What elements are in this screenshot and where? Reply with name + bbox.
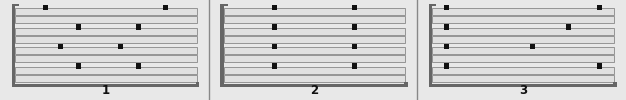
Bar <box>429 4 436 6</box>
Bar <box>433 75 614 82</box>
Bar <box>15 47 197 54</box>
Bar <box>163 5 168 10</box>
Bar <box>220 4 228 6</box>
Bar <box>223 16 405 23</box>
Bar <box>223 28 405 35</box>
Bar <box>272 63 277 69</box>
Bar <box>11 84 199 86</box>
Bar <box>444 24 449 30</box>
Bar <box>136 24 141 30</box>
Bar <box>566 24 571 30</box>
Bar <box>352 5 357 10</box>
Text: 2: 2 <box>310 84 319 97</box>
Bar <box>223 47 405 54</box>
Bar <box>223 36 405 43</box>
Bar <box>433 8 614 15</box>
Bar <box>433 55 614 62</box>
Bar <box>15 16 197 23</box>
Bar <box>433 47 614 54</box>
Bar <box>352 24 357 30</box>
Bar <box>118 44 123 50</box>
Bar <box>433 16 614 23</box>
Bar <box>196 82 199 86</box>
Bar <box>220 6 223 84</box>
Bar <box>15 8 197 15</box>
Bar <box>43 5 48 10</box>
Bar <box>11 6 15 84</box>
Text: 3: 3 <box>519 84 527 97</box>
Bar <box>433 28 614 35</box>
Bar <box>15 67 197 74</box>
Bar <box>220 84 408 86</box>
Bar <box>444 5 449 10</box>
Bar <box>223 67 405 74</box>
Bar <box>76 63 81 69</box>
Bar <box>76 24 81 30</box>
Bar <box>613 82 617 86</box>
Bar <box>11 4 19 6</box>
Bar <box>433 36 614 43</box>
Bar <box>352 63 357 69</box>
Bar <box>352 44 357 50</box>
Bar <box>272 24 277 30</box>
Bar <box>223 8 405 15</box>
Bar <box>272 44 277 50</box>
Bar <box>444 44 449 50</box>
Bar <box>597 5 602 10</box>
Bar <box>15 75 197 82</box>
Bar <box>223 75 405 82</box>
Bar <box>404 82 408 86</box>
Bar <box>444 63 449 69</box>
Bar <box>597 63 602 69</box>
Bar <box>429 84 617 86</box>
Bar <box>429 6 433 84</box>
Bar <box>223 55 405 62</box>
Text: 1: 1 <box>102 84 110 97</box>
Bar <box>530 44 535 50</box>
Bar <box>433 67 614 74</box>
Bar <box>136 63 141 69</box>
Bar <box>15 55 197 62</box>
Bar <box>15 28 197 35</box>
Bar <box>58 44 63 50</box>
Bar <box>15 36 197 43</box>
Bar <box>272 5 277 10</box>
